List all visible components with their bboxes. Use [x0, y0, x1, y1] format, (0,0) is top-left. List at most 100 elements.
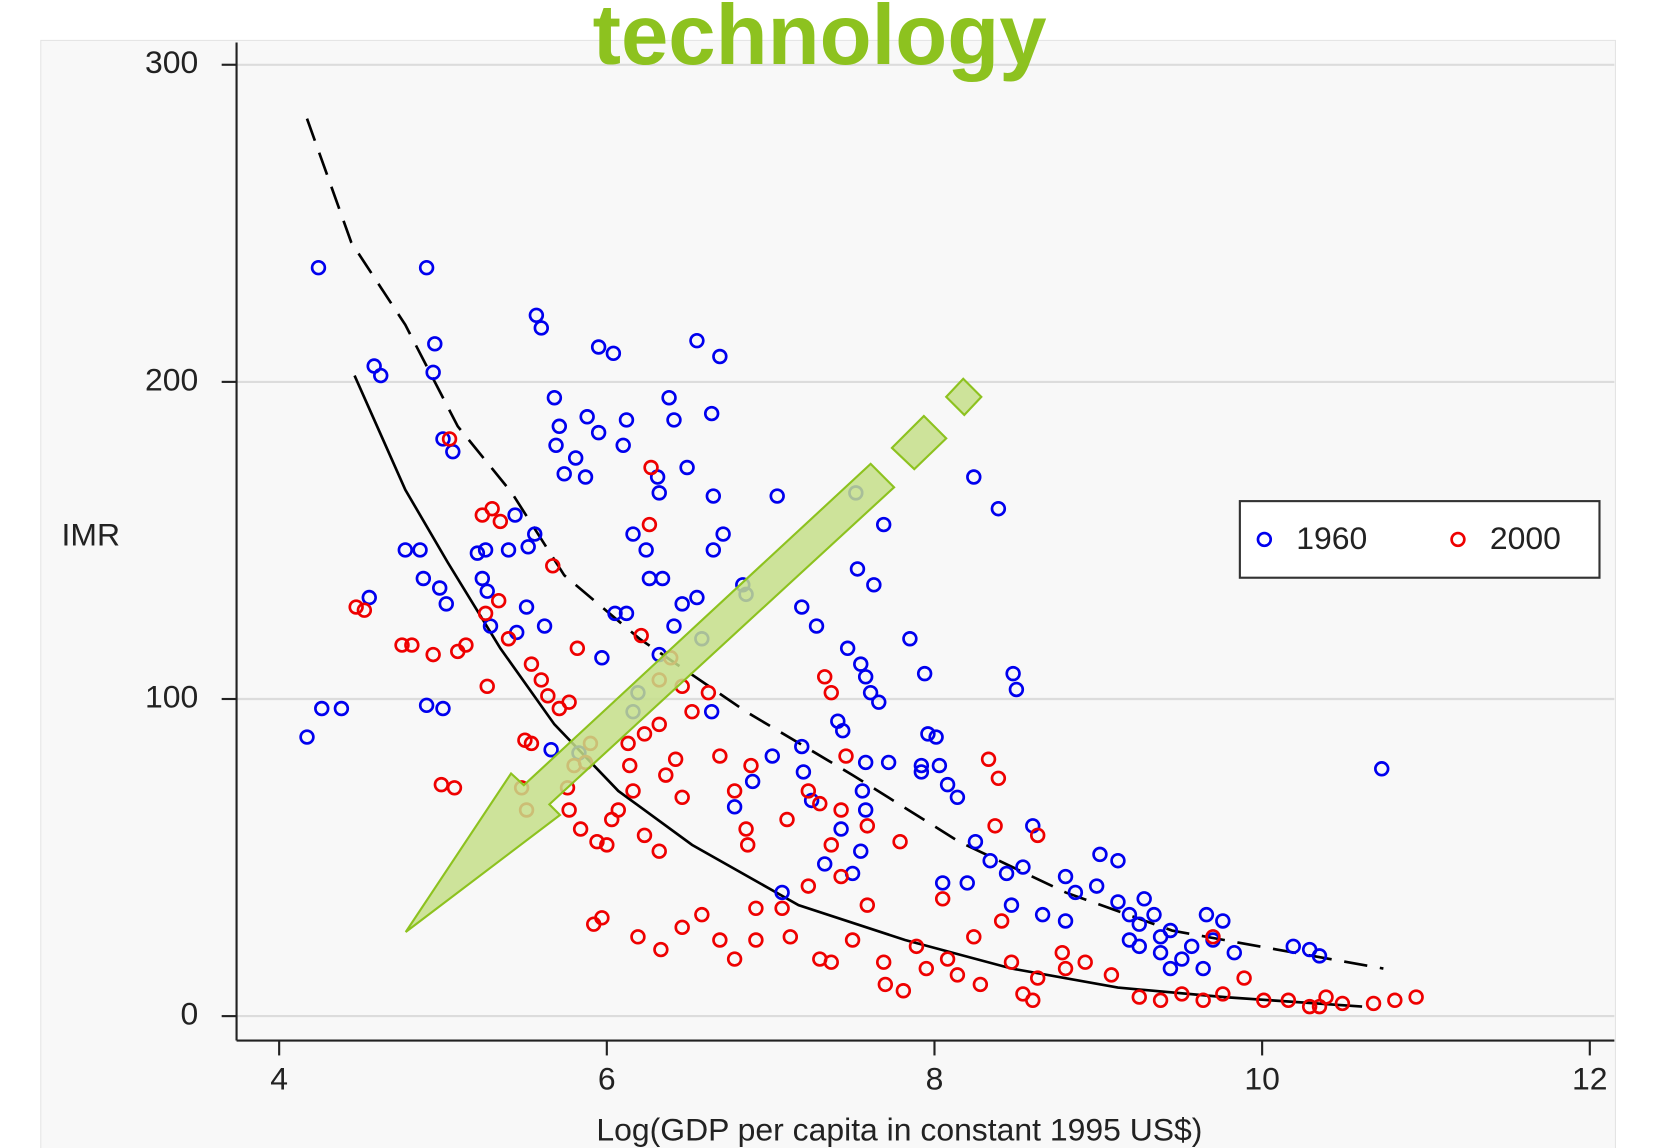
point: [536, 618, 553, 634]
point: [857, 669, 874, 685]
point: [835, 722, 851, 739]
point: [356, 602, 373, 618]
point: [458, 637, 474, 653]
point: [920, 726, 936, 742]
point: [599, 837, 615, 853]
point: [492, 513, 509, 530]
point: [1198, 906, 1215, 923]
point: [1205, 929, 1221, 945]
point: [774, 900, 790, 917]
x-tick-label: 8: [926, 1060, 944, 1096]
point: [314, 700, 330, 717]
point: [1195, 960, 1211, 977]
point: [705, 488, 722, 504]
point: [418, 260, 435, 276]
point: [594, 910, 610, 926]
point: [425, 364, 441, 381]
point: [654, 570, 671, 587]
point: [633, 627, 649, 644]
point: [748, 932, 764, 948]
point: [661, 390, 677, 406]
point: [1025, 992, 1041, 1008]
point: [594, 650, 610, 666]
point: [666, 412, 682, 428]
point: [990, 770, 1007, 786]
point: [1003, 897, 1020, 913]
point: [520, 539, 536, 555]
point: [435, 431, 451, 447]
point: [1387, 992, 1403, 1008]
point: [622, 757, 638, 774]
point: [694, 906, 710, 923]
point: [833, 868, 849, 885]
point: [543, 742, 559, 758]
point: [782, 929, 799, 945]
point: [477, 542, 494, 558]
point: [625, 783, 641, 799]
point: [705, 542, 722, 558]
point: [1034, 906, 1051, 923]
point: [844, 932, 861, 948]
point: [833, 802, 849, 818]
point: [703, 703, 720, 720]
point: [949, 967, 966, 983]
y-tick-label: 100: [145, 678, 198, 714]
point: [972, 976, 989, 993]
point: [689, 589, 705, 606]
point: [1311, 998, 1328, 1015]
y-axis-label: IMR: [62, 517, 120, 553]
point: [469, 545, 486, 561]
point: [966, 929, 982, 945]
point: [500, 631, 517, 647]
point: [415, 570, 432, 587]
point: [507, 507, 523, 523]
point: [1103, 967, 1120, 983]
point: [620, 735, 636, 752]
point: [1146, 906, 1162, 923]
point: [643, 459, 659, 476]
point: [823, 684, 839, 701]
point: [982, 853, 998, 869]
point: [527, 526, 543, 542]
y-tick-label: 0: [181, 996, 199, 1032]
point: [1029, 827, 1046, 844]
point: [605, 345, 622, 362]
point: [615, 437, 631, 454]
point: [666, 618, 682, 634]
point: [895, 983, 912, 999]
point: [518, 599, 535, 615]
point: [949, 789, 966, 806]
x-tick-label: 12: [1572, 1060, 1608, 1096]
point: [431, 580, 448, 596]
point: [859, 897, 876, 913]
legend-box: [1238, 500, 1601, 579]
point: [1136, 891, 1152, 907]
point: [523, 735, 540, 752]
point: [1334, 995, 1351, 1012]
x-tick-label: 4: [270, 1060, 288, 1096]
legend-label: 2000: [1490, 520, 1561, 556]
point: [373, 367, 389, 384]
point: [500, 542, 517, 558]
point: [931, 757, 948, 774]
point: [913, 757, 930, 774]
point: [482, 618, 499, 634]
point: [987, 818, 1003, 834]
point: [1301, 998, 1318, 1015]
point: [484, 501, 500, 517]
point: [833, 821, 849, 837]
y-tick-label: 200: [145, 361, 198, 397]
point: [1285, 938, 1301, 955]
point: [1015, 859, 1031, 875]
point: [618, 412, 635, 428]
point: [361, 589, 377, 606]
point: [934, 891, 951, 907]
point: [1256, 992, 1272, 1008]
x-tick-label: 10: [1244, 1060, 1280, 1096]
point: [404, 637, 420, 653]
point: [427, 336, 443, 352]
point: [875, 954, 892, 970]
point: [577, 469, 594, 485]
point: [689, 332, 705, 349]
x-tick-label: 6: [598, 1060, 616, 1096]
